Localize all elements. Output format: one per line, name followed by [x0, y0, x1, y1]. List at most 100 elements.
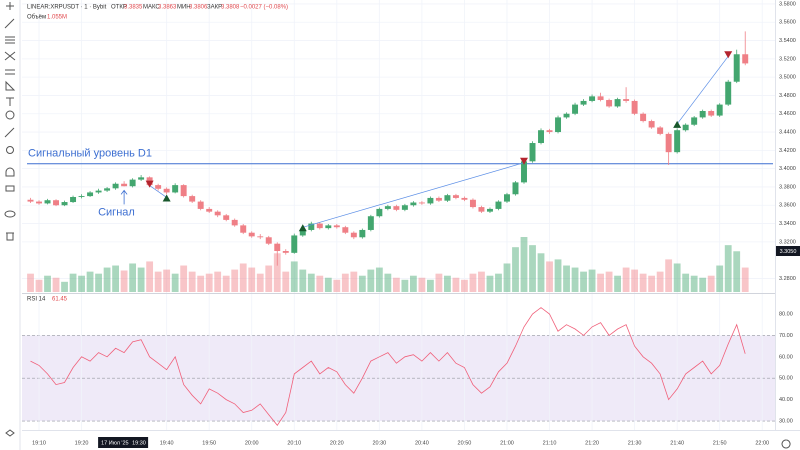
volume-bar: [392, 277, 400, 292]
candle-body: [657, 127, 664, 134]
candle-body: [401, 205, 408, 210]
y-tick-label: 3.3800: [779, 184, 796, 190]
symbol: LINEAR:XRPUSDT · 1 · Bybit: [27, 5, 107, 11]
candle-body: [197, 201, 204, 209]
volume-bar: [631, 269, 639, 292]
x-tick-label: 19:50: [202, 440, 216, 446]
candle-body: [257, 236, 264, 238]
x-tick-label: 21:00: [500, 440, 514, 446]
candle-body: [342, 227, 349, 233]
volume-value: 1.055M: [47, 15, 67, 21]
candle-body: [240, 225, 247, 233]
time-cursor-box: [98, 437, 149, 448]
candle-body: [163, 188, 170, 193]
tool-magnet[interactable]: [5, 167, 15, 177]
volume-bar: [333, 279, 341, 292]
tool-text[interactable]: [6, 97, 14, 106]
y-tick-label: 3.5800: [779, 1, 796, 7]
volume-bar: [95, 273, 102, 292]
rsi-line: [30, 307, 746, 426]
volume-bar: [146, 261, 154, 292]
volume-bar: [486, 275, 494, 292]
volume-bar: [86, 271, 94, 292]
y-tick-label: 3.4000: [779, 166, 796, 172]
volume-bar: [163, 269, 171, 292]
tool-crosshair[interactable]: [6, 2, 14, 10]
candle-body: [742, 54, 749, 64]
volume-bar: [44, 275, 51, 292]
volume-bar: [656, 271, 664, 292]
candle-body: [53, 200, 60, 206]
candle-body: [665, 133, 672, 153]
candle-body: [623, 99, 630, 101]
volume-bar: [69, 273, 77, 292]
tool-zoom[interactable]: [6, 146, 14, 154]
tool-icons[interactable]: [5, 110, 15, 120]
volume-bar: [367, 269, 375, 292]
volume-bar: [197, 275, 205, 292]
candle-body: [725, 81, 732, 105]
left-toolbar: [4, 0, 21, 450]
volume-bar: [129, 263, 137, 292]
volume-bar: [724, 245, 732, 292]
tool-forecast[interactable]: [5, 69, 15, 75]
volume-bar: [171, 273, 179, 292]
candle-body: [282, 251, 289, 253]
high-value: 3.3863: [158, 5, 177, 11]
x-tick-label: 21:40: [670, 440, 684, 446]
candle-body: [495, 201, 502, 209]
settings-icon[interactable]: [781, 439, 791, 449]
candle-body: [189, 196, 196, 202]
y-tick-label: 3.2800: [779, 276, 796, 282]
volume-bar: [112, 265, 119, 292]
volume-bar: [282, 271, 290, 292]
candle-body: [316, 223, 323, 229]
volume-bar: [580, 271, 587, 292]
volume-bar: [61, 281, 68, 292]
x-tick-label: 21:50: [713, 440, 727, 446]
volume-bar: [103, 267, 111, 292]
y-tick-label: 3.3200: [779, 239, 796, 245]
tool-trendline[interactable]: [4, 18, 15, 29]
volume-bar: [741, 267, 749, 292]
rsi-tick-label: 40.00: [779, 397, 793, 403]
candle-body: [274, 243, 281, 252]
volume-bar: [350, 271, 358, 292]
tool-ruler[interactable]: [4, 127, 15, 138]
candle-body: [597, 96, 604, 101]
open-label: ОТКР: [111, 5, 127, 11]
tool-layers[interactable]: [5, 429, 15, 437]
tool-eye[interactable]: [4, 210, 16, 218]
volume-bar: [222, 275, 230, 292]
volume-bar: [529, 245, 536, 292]
volume-bar: [733, 251, 741, 292]
tool-lock[interactable]: [5, 185, 15, 192]
volume-bar: [341, 273, 349, 292]
candle-body: [129, 179, 136, 187]
candle-body: [350, 232, 357, 238]
volume-bar: [214, 271, 222, 292]
candle-body: [333, 225, 340, 228]
candle-body: [580, 100, 587, 105]
volume-bar: [716, 265, 724, 292]
y-tick-label: 3.5400: [779, 38, 796, 44]
volume-bar: [248, 267, 256, 292]
x-tick-label: 19:40: [160, 440, 174, 446]
tool-fib[interactable]: [5, 36, 15, 44]
volume-bar: [537, 253, 545, 292]
candle-body: [716, 104, 723, 116]
candle-body: [674, 130, 681, 153]
candle-body: [36, 201, 42, 204]
volume-bar: [324, 277, 332, 292]
plot-area: Сигнальный уровень D1 Сигнал: [22, 0, 775, 430]
low-label: МИН: [177, 5, 191, 11]
volume-bar: [137, 267, 145, 292]
tool-delete[interactable]: [6, 232, 14, 241]
y-tick-label: 3.5200: [779, 56, 796, 62]
rsi-tick-label: 50.00: [779, 376, 793, 382]
volume-bar: [384, 273, 392, 292]
tool-pattern[interactable]: [4, 51, 16, 61]
volume-bar: [469, 273, 477, 292]
rsi-tick-label: 70.00: [779, 333, 793, 339]
tool-shapes[interactable]: [5, 80, 16, 91]
